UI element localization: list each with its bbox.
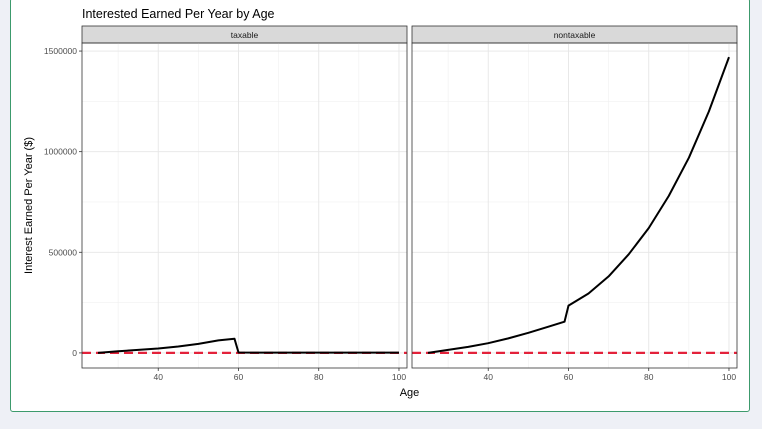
y-tick-label: 500000 <box>49 247 78 257</box>
y-tick-label: 1000000 <box>44 147 77 157</box>
facet-strip-label: taxable <box>231 30 259 40</box>
chart-title: Interested Earned Per Year by Age <box>82 7 275 21</box>
x-tick-label: 80 <box>314 372 324 382</box>
series-line-nontaxable <box>427 56 730 354</box>
facet-strip-label: nontaxable <box>554 30 596 40</box>
x-tick-label: 100 <box>392 372 406 382</box>
x-tick-label: 100 <box>722 372 736 382</box>
x-tick-label: 60 <box>234 372 244 382</box>
x-axis-label: Age <box>400 387 420 399</box>
y-axis-label: Interest Earned Per Year ($) <box>23 137 35 274</box>
x-tick-label: 40 <box>484 372 494 382</box>
faceted-line-chart: Interested Earned Per Year by Age Intere… <box>23 7 738 399</box>
x-tick-label: 80 <box>644 372 654 382</box>
chart-frame: Interested Earned Per Year by Age Intere… <box>10 0 750 412</box>
panel-border <box>81 42 408 369</box>
y-tick-label: 1500000 <box>44 46 77 56</box>
x-tick-label: 60 <box>564 372 574 382</box>
x-tick-label: 40 <box>154 372 164 382</box>
y-tick-label: 0 <box>72 348 77 358</box>
series-line-taxable <box>97 337 399 354</box>
panel-taxable: taxable 40 60 80 100 <box>81 25 408 382</box>
panel-nontaxable: nontaxable 40 60 80 100 <box>411 25 738 382</box>
panel-border <box>411 42 738 369</box>
